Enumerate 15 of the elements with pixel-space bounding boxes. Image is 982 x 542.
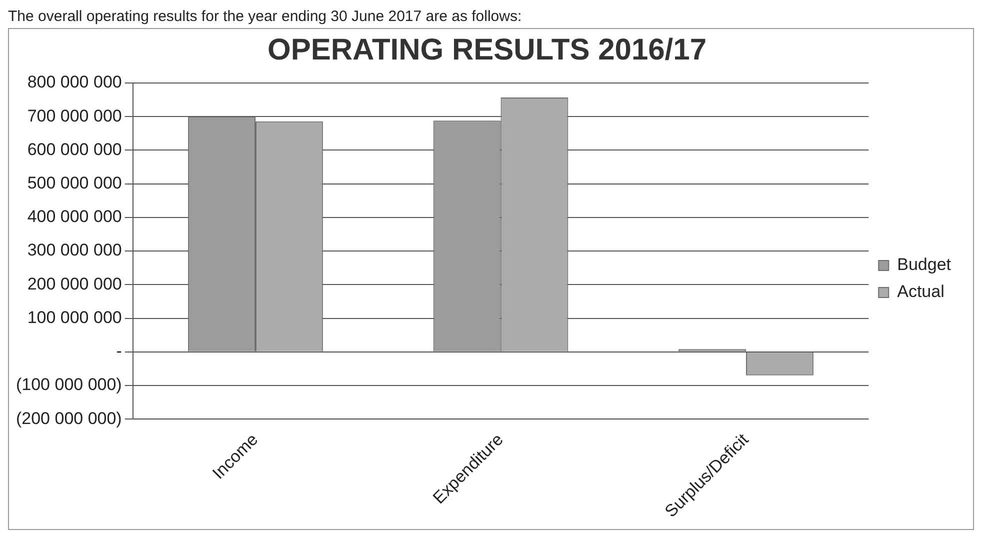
y-tick-label: (100 000 000) [16, 375, 122, 394]
y-tick-label: 100 000 000 [27, 308, 122, 327]
y-tick-label: 300 000 000 [27, 240, 122, 260]
y-tick-label: 400 000 000 [27, 207, 122, 226]
legend-label: Actual [897, 282, 944, 302]
y-tick-label: 500 000 000 [27, 174, 122, 193]
y-tick-label: 600 000 000 [27, 140, 122, 159]
y-tick-label: 800 000 000 [27, 72, 122, 92]
y-tick-label: 200 000 000 [27, 274, 122, 294]
y-tick-label: - [116, 342, 122, 361]
text: The overall operating results for the year ending 30 June 2017 are as follows: [8, 8, 523, 27]
legend-label: Budget [897, 255, 952, 274]
chart-title: OPERATING RESULTS 2016/17 [267, 33, 707, 66]
y-tick-label: (200 000 000) [16, 408, 122, 428]
y-tick-label: 700 000 000 [27, 106, 122, 126]
